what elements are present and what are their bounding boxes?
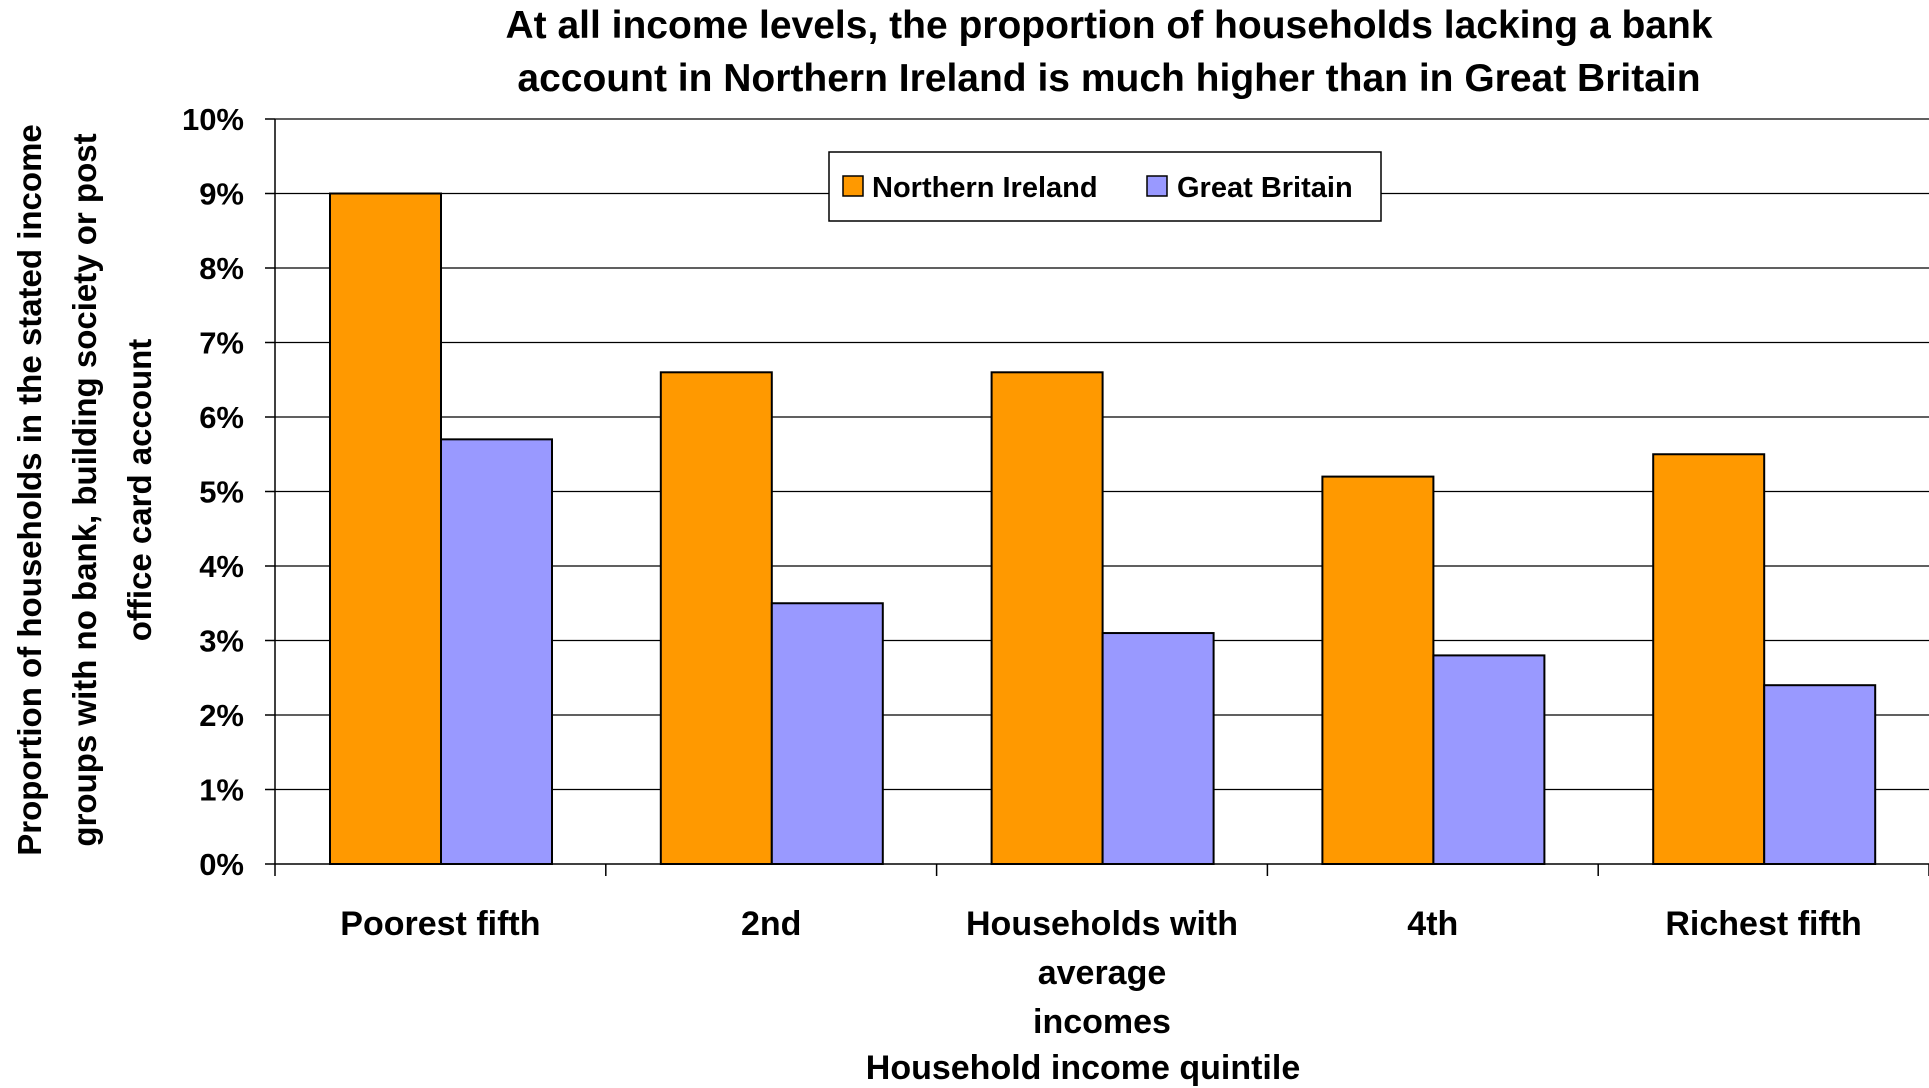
y-tick-label: 4% [199, 549, 244, 584]
legend-swatch [1146, 175, 1168, 197]
bars [329, 192, 1877, 866]
x-category-label: Poorest fifth [340, 905, 540, 943]
y-tick-labels: 0% 1% 2% 3% 4% 5% 6% 7% 8% 9% 10% [182, 102, 244, 882]
bar-northern-ireland [1321, 475, 1435, 865]
y-tick-label: 8% [199, 251, 244, 286]
y-tick-label: 6% [199, 400, 244, 435]
x-category-label: Richest fifth [1665, 905, 1861, 943]
bar-northern-ireland [1652, 453, 1766, 865]
bar-great-britain [1432, 654, 1546, 866]
legend-swatch [842, 175, 864, 197]
bar-northern-ireland [659, 371, 773, 865]
y-tick-label: 0% [199, 847, 244, 882]
x-category-label: 2nd [741, 905, 801, 943]
bar-northern-ireland [990, 371, 1104, 865]
x-axis-label: Household income quintile [866, 1049, 1300, 1087]
x-category-labels: Poorest fifth 2nd Households with average in… [340, 905, 1862, 1041]
y-tick-label: 1% [199, 773, 244, 808]
y-tick-label: 3% [199, 624, 244, 659]
bar-great-britain [1101, 632, 1215, 865]
legend-entry: Northern Ireland [872, 172, 1098, 204]
x-category-label: Households with average incomes [966, 905, 1238, 1041]
axes [265, 118, 1929, 876]
legend: Northern Ireland Great Britain [828, 151, 1382, 222]
bar-great-britain [1763, 684, 1877, 866]
bar-great-britain [440, 438, 553, 865]
chart-title: At all income levels, the proportion of … [505, 4, 1712, 100]
legend-entry: Great Britain [1177, 172, 1353, 204]
y-tick-label: 9% [199, 177, 244, 212]
bar-great-britain [770, 602, 884, 865]
y-tick-label: 5% [199, 475, 244, 510]
x-category-label: 4th [1407, 905, 1458, 943]
y-tick-label: 10% [182, 102, 244, 137]
y-axis-label: Proportion of households in the stated i… [11, 124, 158, 856]
bar-northern-ireland [329, 192, 442, 865]
y-tick-label: 2% [199, 698, 244, 733]
legend-box [828, 151, 1382, 222]
y-tick-label: 7% [199, 326, 244, 361]
